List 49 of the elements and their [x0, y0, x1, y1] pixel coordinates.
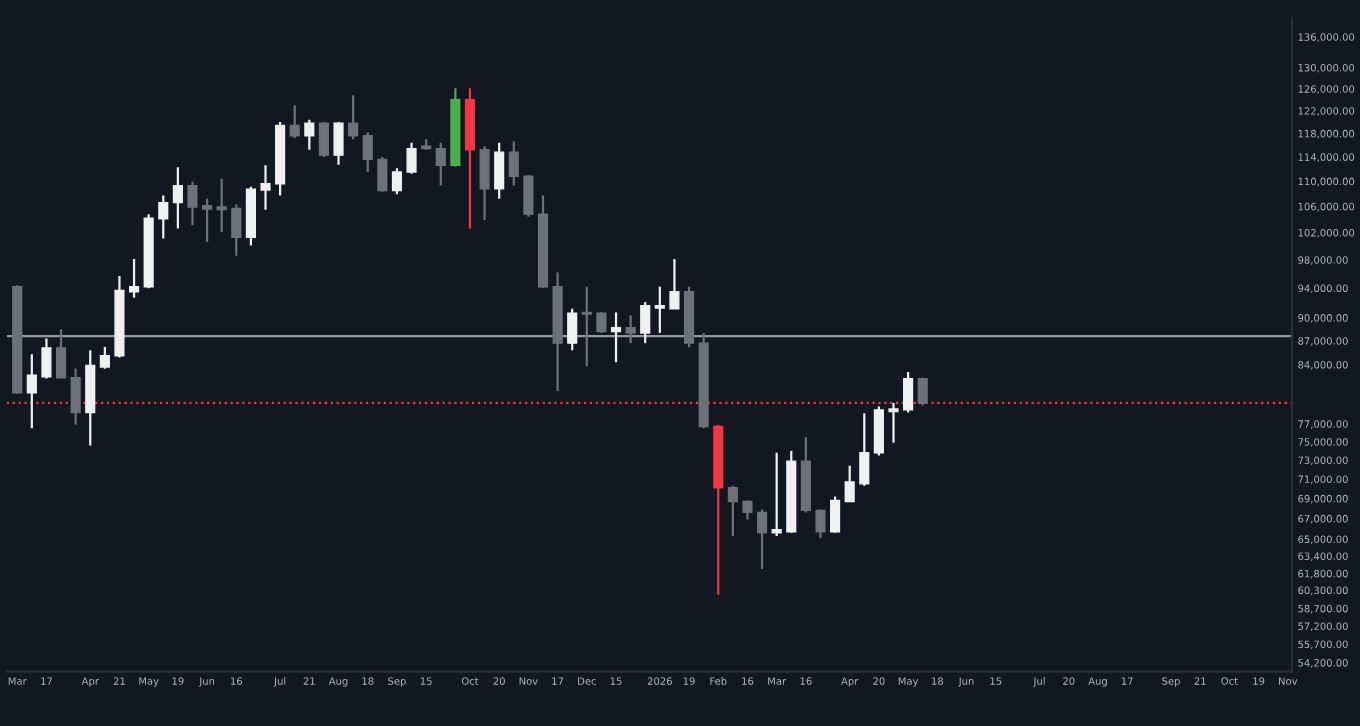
- candlestick: [756, 508, 768, 571]
- candlestick: [888, 401, 899, 444]
- candlestick: [494, 141, 505, 200]
- candlestick: [844, 464, 855, 503]
- candlestick: [41, 337, 52, 380]
- candlestick: [99, 345, 110, 370]
- candlestick: [815, 508, 826, 540]
- candlestick: [581, 285, 592, 368]
- candlestick: [742, 499, 753, 521]
- candlestick: [348, 94, 359, 141]
- candlestick: [172, 166, 183, 230]
- candlestick: [202, 197, 213, 244]
- candlestick: [245, 185, 256, 247]
- candlestick: [654, 285, 665, 335]
- candlestick: [260, 164, 271, 211]
- candlestick: [640, 300, 651, 345]
- candlestick: [55, 328, 67, 380]
- candlestick: [596, 311, 607, 335]
- candlestick: [508, 140, 519, 187]
- candlestick: [362, 131, 373, 174]
- candlestick: [318, 120, 330, 159]
- candlestick: [523, 173, 534, 218]
- candlestick: [187, 180, 198, 227]
- candlestick: [859, 412, 870, 487]
- candlestick: [873, 405, 884, 457]
- candlestick: [377, 155, 388, 193]
- candlestick: [625, 314, 636, 345]
- candlestick: [917, 376, 928, 407]
- candlestick: [830, 495, 841, 534]
- candlestick: [771, 451, 782, 538]
- candlestick: [128, 258, 140, 299]
- candlestick: [158, 194, 169, 240]
- candlestick: [85, 349, 96, 447]
- candlestick: [70, 367, 81, 426]
- candlestick: [903, 370, 914, 414]
- candlestick: [333, 120, 344, 166]
- candlestick: [727, 484, 738, 538]
- candlestick: [567, 307, 578, 352]
- candlestick: [669, 258, 680, 310]
- candlestick: [216, 177, 227, 234]
- candlestick: [391, 167, 403, 196]
- candlestick: [479, 145, 490, 222]
- candlestick: [610, 311, 622, 364]
- candlestick: [26, 353, 37, 430]
- candlestick: [304, 118, 315, 151]
- candlestick: [435, 141, 446, 187]
- candlestick: [231, 203, 242, 257]
- candlestick: [406, 141, 417, 175]
- candlestick: [289, 104, 300, 140]
